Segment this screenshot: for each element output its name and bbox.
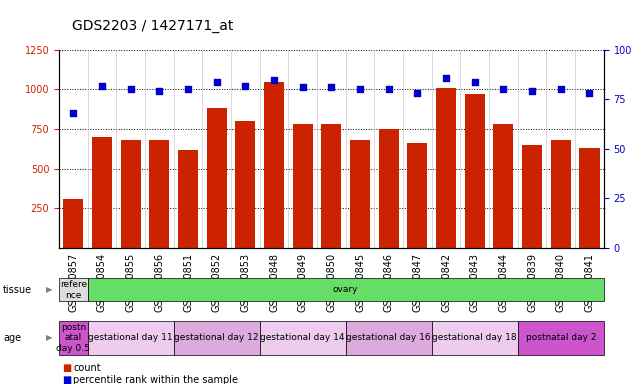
Bar: [293, 124, 313, 248]
Bar: [436, 88, 456, 248]
Bar: [494, 124, 513, 248]
Text: gestational day 16: gestational day 16: [346, 333, 431, 343]
Point: [498, 86, 508, 93]
Text: gestational day 12: gestational day 12: [174, 333, 259, 343]
Text: GDS2203 / 1427171_at: GDS2203 / 1427171_at: [72, 19, 233, 33]
Bar: [264, 81, 284, 248]
Point: [154, 88, 165, 94]
Text: count: count: [73, 363, 101, 373]
Bar: [260, 321, 345, 355]
Bar: [59, 278, 88, 301]
Bar: [551, 140, 571, 248]
Text: ■: ■: [62, 375, 71, 384]
Bar: [149, 140, 169, 248]
Point: [97, 83, 107, 89]
Text: percentile rank within the sample: percentile rank within the sample: [73, 375, 238, 384]
Bar: [63, 199, 83, 248]
Point: [412, 90, 422, 96]
Point: [240, 83, 251, 89]
Point: [269, 76, 279, 83]
Text: gestational day 18: gestational day 18: [433, 333, 517, 343]
Bar: [121, 140, 141, 248]
Bar: [522, 145, 542, 248]
Bar: [518, 321, 604, 355]
Bar: [88, 321, 174, 355]
Bar: [206, 108, 227, 248]
Point: [585, 90, 595, 96]
Point: [556, 86, 566, 93]
Point: [326, 84, 337, 91]
Point: [126, 86, 136, 93]
Bar: [235, 121, 255, 248]
Bar: [432, 321, 518, 355]
Point: [441, 74, 451, 81]
Point: [297, 84, 308, 91]
Text: ▶: ▶: [46, 333, 53, 343]
Text: tissue: tissue: [3, 285, 32, 295]
Text: ■: ■: [62, 363, 71, 373]
Point: [383, 86, 394, 93]
Text: refere
nce: refere nce: [60, 280, 87, 300]
Point: [470, 78, 480, 84]
Point: [527, 88, 537, 94]
Bar: [59, 321, 88, 355]
Bar: [174, 321, 260, 355]
Bar: [92, 137, 112, 248]
Bar: [345, 321, 432, 355]
Bar: [178, 150, 198, 248]
Bar: [350, 140, 370, 248]
Bar: [579, 148, 599, 248]
Text: gestational day 14: gestational day 14: [260, 333, 345, 343]
Text: postn
atal
day 0.5: postn atal day 0.5: [56, 323, 90, 353]
Bar: [465, 94, 485, 248]
Text: ovary: ovary: [333, 285, 358, 295]
Bar: [379, 129, 399, 248]
Bar: [321, 124, 342, 248]
Text: ▶: ▶: [46, 285, 53, 295]
Text: gestational day 11: gestational day 11: [88, 333, 173, 343]
Point: [183, 86, 193, 93]
Point: [212, 78, 222, 84]
Text: postnatal day 2: postnatal day 2: [526, 333, 596, 343]
Point: [68, 110, 78, 116]
Point: [355, 86, 365, 93]
Bar: [408, 143, 428, 248]
Text: age: age: [3, 333, 21, 343]
